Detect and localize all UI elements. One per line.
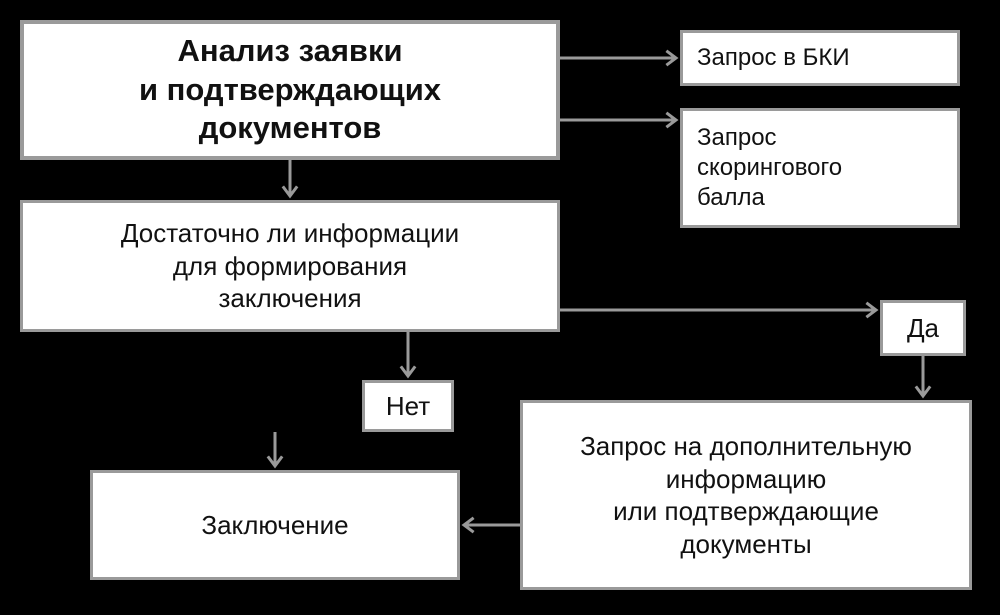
node-enough: Достаточно ли информациидля формирования…	[20, 200, 560, 332]
node-label: Запрос на дополнительнуюинформациюили по…	[580, 430, 912, 560]
node-label: Да	[907, 312, 939, 345]
node-request-more: Запрос на дополнительнуюинформациюили по…	[520, 400, 972, 590]
node-yes: Да	[880, 300, 966, 356]
node-label: Запрос в БКИ	[697, 43, 850, 73]
node-bki: Запрос в БКИ	[680, 30, 960, 86]
node-label: Достаточно ли информациидля формирования…	[121, 217, 459, 315]
node-label: Запросскоринговогобалла	[697, 123, 842, 213]
node-scoring: Запросскоринговогобалла	[680, 108, 960, 228]
node-label: Заключение	[201, 509, 348, 542]
node-no: Нет	[362, 380, 454, 432]
node-label: Нет	[386, 390, 430, 423]
node-label: Анализ заявкии подтверждающихдокументов	[139, 32, 441, 148]
flowchart-stage: Анализ заявкии подтверждающихдокументов …	[0, 0, 1000, 615]
node-analysis: Анализ заявкии подтверждающихдокументов	[20, 20, 560, 160]
node-conclusion: Заключение	[90, 470, 460, 580]
